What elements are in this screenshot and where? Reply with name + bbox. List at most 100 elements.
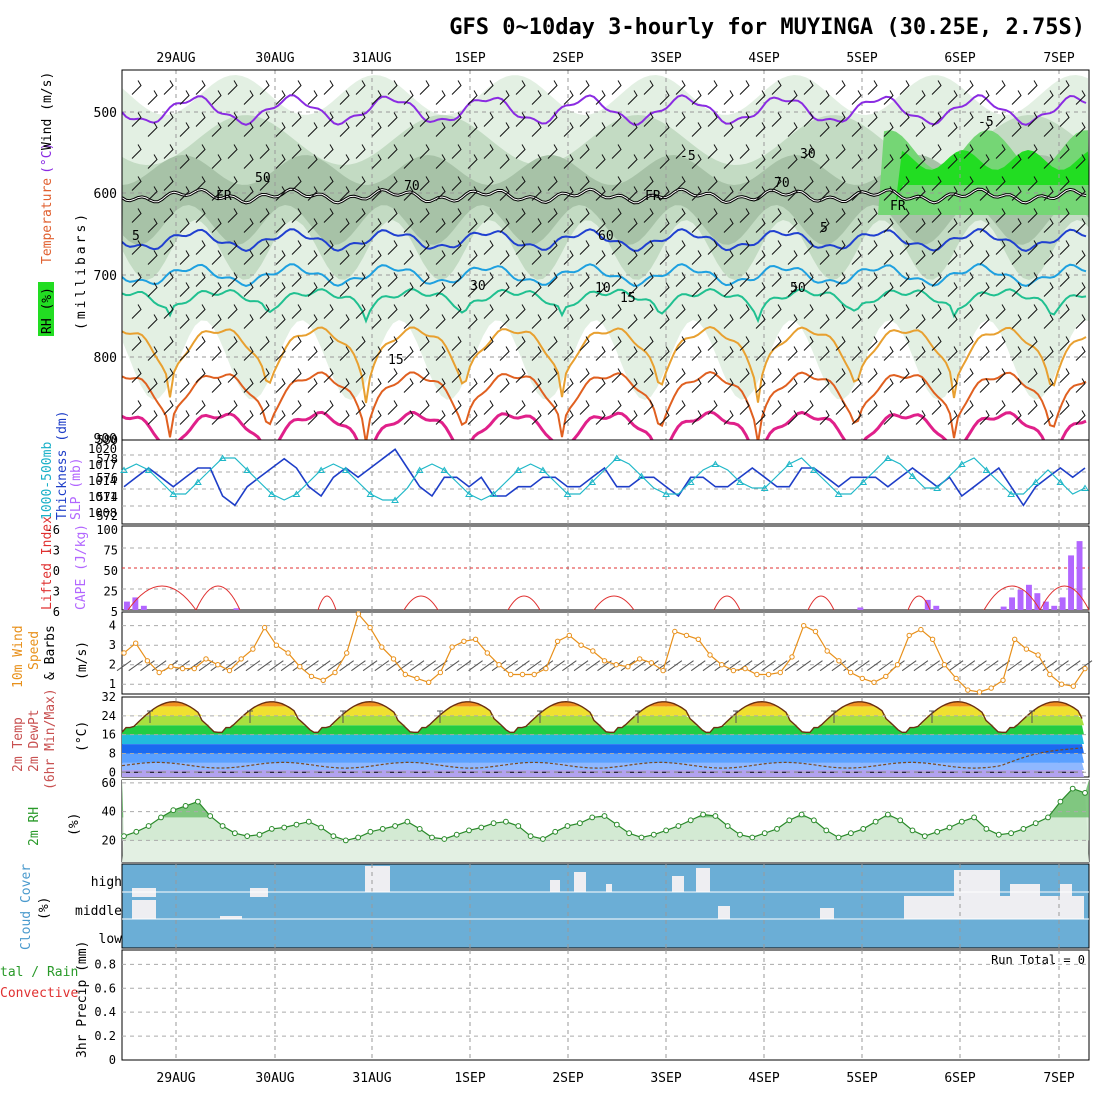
isotherm-25 bbox=[122, 370, 1087, 440]
rh-point bbox=[355, 834, 362, 841]
wind-barb bbox=[307, 154, 318, 169]
wind-barb bbox=[1011, 378, 1022, 393]
wind-barb bbox=[883, 186, 894, 201]
wind-speed-point bbox=[367, 624, 373, 631]
wind-barb bbox=[611, 176, 622, 191]
wind-barb bbox=[1075, 218, 1086, 233]
cloud-gap bbox=[904, 896, 1084, 919]
wind-barb bbox=[643, 368, 654, 383]
rh-point bbox=[195, 798, 201, 805]
contour-label: FR bbox=[216, 189, 232, 204]
wind-barb bbox=[739, 240, 750, 255]
wind-barb bbox=[643, 400, 654, 415]
wind-barb bbox=[1059, 400, 1070, 415]
wind-barb bbox=[595, 154, 606, 169]
wind-barb-10m bbox=[386, 660, 401, 672]
wind-speed-point bbox=[250, 646, 256, 652]
wind-barb bbox=[1027, 176, 1038, 191]
wind-speed-point bbox=[508, 671, 514, 678]
wind-barb bbox=[1027, 240, 1038, 255]
wind-barb bbox=[195, 336, 206, 351]
wind-barb bbox=[1075, 410, 1086, 425]
wind-barb bbox=[147, 90, 158, 105]
wind-barb bbox=[1027, 272, 1038, 287]
wind-barb bbox=[243, 154, 254, 169]
wind-barb bbox=[899, 272, 910, 287]
wind-barb bbox=[419, 112, 430, 127]
wind-barb bbox=[147, 218, 158, 233]
wind-barb bbox=[979, 250, 990, 265]
slp-marker bbox=[563, 490, 572, 497]
wind-speed-point bbox=[648, 660, 655, 666]
wind-barb bbox=[771, 304, 782, 319]
wind-barb bbox=[451, 336, 462, 351]
date-label-bottom: 3SEP bbox=[650, 1071, 681, 1086]
slp-line bbox=[123, 457, 1086, 501]
wind-speed-point bbox=[472, 636, 479, 642]
thickness-tick: 578 bbox=[96, 452, 118, 466]
wind-barb bbox=[1059, 368, 1070, 383]
wind-barb bbox=[979, 282, 990, 297]
wind-barb bbox=[835, 80, 846, 95]
rh-point bbox=[577, 820, 583, 827]
wind-barb bbox=[931, 240, 942, 255]
cape-bar bbox=[933, 605, 940, 610]
wind-barb bbox=[419, 336, 430, 351]
wind-barb bbox=[979, 154, 990, 169]
rh-point bbox=[429, 834, 435, 841]
wind-barb bbox=[499, 314, 510, 329]
wind-speed-point bbox=[566, 632, 572, 639]
wind-barb bbox=[467, 186, 478, 201]
rh-point bbox=[737, 831, 743, 838]
wind-barb bbox=[931, 304, 942, 319]
wind-barb bbox=[755, 378, 766, 393]
wind-barb bbox=[659, 218, 670, 233]
wind-barb bbox=[867, 368, 878, 383]
wind-barb bbox=[243, 346, 254, 361]
wind-barb-10m bbox=[784, 660, 800, 672]
wind-barb bbox=[1043, 378, 1054, 393]
wind-barb bbox=[755, 154, 766, 169]
wind-barb bbox=[563, 218, 574, 233]
wind-barb bbox=[371, 218, 382, 233]
wind-barb bbox=[787, 154, 798, 169]
slp-marker bbox=[883, 454, 892, 461]
wind-speed-point bbox=[883, 673, 889, 680]
wind-barb bbox=[163, 112, 174, 127]
wind-barb-10m bbox=[269, 660, 284, 672]
wind-barb bbox=[195, 112, 206, 127]
contour-label: 5 bbox=[132, 229, 140, 244]
wind-barb bbox=[547, 208, 558, 223]
wind-barb bbox=[355, 368, 366, 383]
wind-barb bbox=[851, 186, 862, 201]
wind-barb bbox=[243, 314, 254, 329]
date-label-bottom: 4SEP bbox=[748, 1071, 779, 1086]
wind-barb bbox=[1059, 208, 1070, 223]
wind-barb bbox=[739, 80, 750, 95]
wind-barb bbox=[451, 368, 462, 383]
wind-barb-10m bbox=[831, 660, 847, 672]
rh-point bbox=[293, 821, 300, 828]
wind-barb bbox=[515, 176, 526, 191]
precip-tick: 0.4 bbox=[94, 1005, 116, 1019]
wind-barb bbox=[659, 250, 670, 265]
wind-barb bbox=[995, 112, 1006, 127]
wind-barb bbox=[1043, 346, 1054, 361]
wind-barb bbox=[627, 122, 638, 137]
wind-speed-point bbox=[847, 669, 854, 676]
wind-speed-point bbox=[519, 671, 526, 678]
rh-point bbox=[835, 834, 842, 841]
wind-speed-point bbox=[1000, 677, 1006, 683]
wind-tick: 4 bbox=[109, 619, 116, 633]
slp-marker bbox=[711, 460, 720, 467]
wind-barb bbox=[963, 368, 974, 383]
rh2m-labels: 2m RH (%) bbox=[27, 807, 82, 846]
slp-marker bbox=[169, 490, 178, 497]
wind-barb bbox=[467, 218, 478, 233]
wind-barb bbox=[659, 122, 670, 137]
date-label-top: 3SEP bbox=[650, 51, 681, 66]
wind-speed-point bbox=[789, 654, 795, 660]
wind-barb bbox=[211, 250, 222, 265]
wind-speed-point bbox=[191, 665, 198, 672]
wind-barb bbox=[707, 368, 718, 383]
